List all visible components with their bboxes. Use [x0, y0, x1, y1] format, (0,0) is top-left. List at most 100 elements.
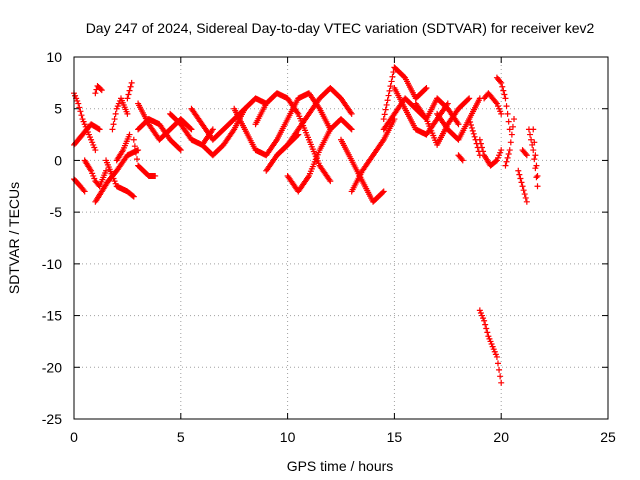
x-tick-label: 5	[177, 429, 185, 445]
data-track-t10	[124, 79, 135, 102]
data-track-t32	[481, 90, 505, 117]
data-point	[132, 149, 139, 156]
x-tick-label: 15	[387, 429, 403, 445]
data-point	[509, 123, 516, 130]
data-point	[515, 167, 522, 174]
data-point	[130, 193, 137, 200]
data-track-t30	[455, 152, 466, 164]
data-point	[128, 79, 135, 86]
data-point	[481, 317, 488, 324]
data-point	[459, 157, 466, 164]
data-point	[96, 126, 103, 133]
data-point	[348, 110, 355, 117]
tick-labels: 0 5 10 15 20 25 -25 -20 -15 -10 -5 0 5 10	[42, 49, 616, 445]
data-point	[476, 136, 483, 143]
data-point	[348, 126, 355, 133]
data-point	[492, 99, 499, 106]
y-tick-label: -25	[42, 411, 62, 427]
x-tick-label: 25	[600, 429, 616, 445]
data-point	[494, 360, 501, 367]
data-point	[124, 110, 131, 117]
data-point	[498, 79, 505, 86]
data-point	[522, 150, 529, 157]
data-point	[466, 95, 473, 102]
data-track-t39	[476, 307, 505, 386]
data-track-t2	[71, 121, 103, 148]
data-point	[498, 110, 505, 117]
data-point	[469, 127, 476, 134]
data-point	[98, 87, 105, 94]
data-point	[176, 146, 183, 153]
data-point	[519, 183, 526, 190]
data-track-t18	[252, 90, 334, 185]
data-point	[384, 97, 391, 104]
data-point	[532, 152, 539, 159]
data-point	[187, 125, 194, 132]
data-point	[467, 119, 474, 126]
data-track-t31	[476, 136, 505, 169]
data-point	[111, 116, 118, 123]
data-point	[533, 174, 540, 181]
y-tick-label: -15	[42, 308, 62, 324]
data-point	[467, 121, 474, 128]
data-track-t37	[525, 126, 541, 190]
data-point	[134, 156, 141, 163]
data-point	[498, 379, 505, 386]
data-point	[496, 366, 503, 373]
data-track-t9	[113, 131, 133, 164]
data-point	[126, 87, 133, 94]
data-point	[498, 147, 505, 154]
data-point	[521, 191, 528, 198]
data-point	[528, 136, 535, 143]
data-point	[444, 100, 451, 107]
data-point	[455, 121, 462, 128]
plot-area	[71, 64, 541, 386]
data-track-t4	[81, 157, 110, 190]
y-tick-label: 10	[46, 49, 62, 65]
data-point	[502, 95, 509, 102]
data-point	[458, 156, 465, 163]
data-point	[493, 158, 500, 165]
data-point	[77, 108, 84, 115]
data-point	[380, 188, 387, 195]
data-track-t24	[380, 64, 430, 123]
data-point	[388, 78, 395, 85]
data-track-t38	[530, 126, 541, 179]
data-point	[465, 96, 472, 103]
y-axis-label: SDTVAR / TECUs	[6, 182, 22, 294]
data-point	[517, 175, 524, 182]
axis-ticks	[73, 56, 609, 420]
data-point	[75, 100, 82, 107]
x-tick-label: 0	[70, 429, 78, 445]
data-point	[129, 192, 136, 199]
data-point	[484, 329, 491, 336]
y-tick-label: -20	[42, 359, 62, 375]
data-point	[131, 143, 138, 150]
data-point	[523, 198, 530, 205]
data-point	[505, 150, 512, 157]
data-point	[380, 116, 387, 123]
data-point	[503, 103, 510, 110]
data-point	[390, 69, 397, 76]
y-tick-label: -5	[50, 204, 63, 220]
data-track-t36	[519, 147, 530, 159]
data-track-t7	[103, 157, 137, 200]
data-point	[497, 78, 504, 85]
data-point	[518, 179, 525, 186]
data-point	[110, 121, 117, 128]
data-track-t20	[273, 85, 355, 159]
data-point	[386, 87, 393, 94]
grid-layer	[74, 57, 608, 419]
data-point	[385, 92, 392, 99]
data-track-t21	[284, 116, 355, 195]
data-point	[125, 91, 132, 98]
data-point	[534, 172, 541, 179]
plot-frame	[73, 56, 609, 420]
data-track-t28	[434, 95, 483, 143]
y-tick-label: 5	[54, 101, 62, 117]
data-point	[471, 133, 478, 140]
data-point	[130, 136, 137, 143]
data-point	[507, 139, 514, 146]
data-point	[523, 152, 530, 159]
